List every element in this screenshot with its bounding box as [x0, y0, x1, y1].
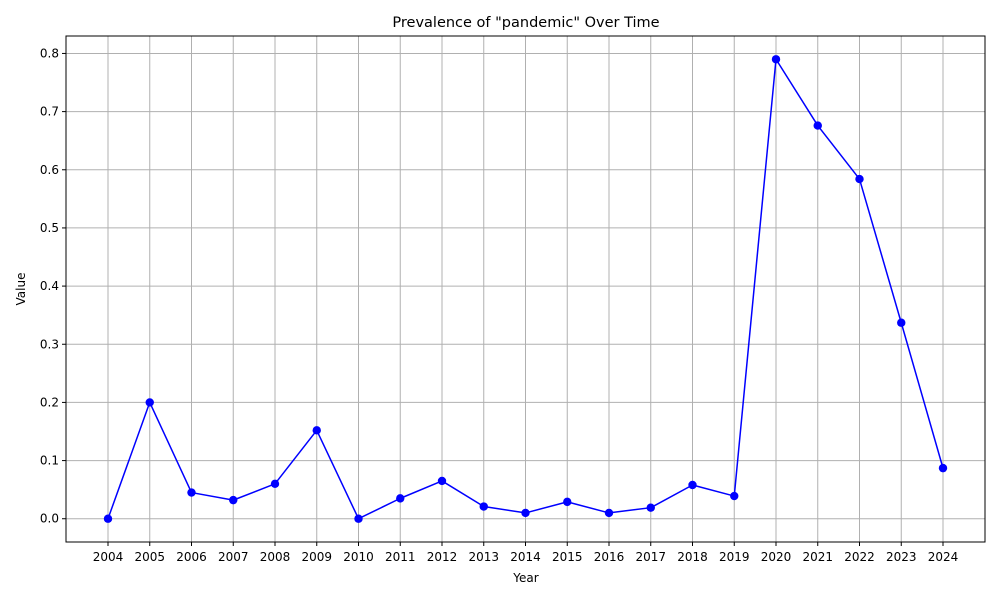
- series-layer: [103, 55, 948, 523]
- x-axis-label: Year: [512, 571, 538, 585]
- x-tick-label: 2006: [176, 550, 207, 564]
- data-point: [897, 318, 906, 327]
- x-tick-label: 2017: [635, 550, 666, 564]
- data-point: [813, 121, 822, 130]
- plot-frame: [65, 35, 986, 543]
- data-point: [270, 479, 280, 489]
- y-tick-label: 0.7: [40, 105, 59, 119]
- y-tick-label: 0.5: [40, 221, 59, 235]
- data-point: [354, 514, 363, 523]
- data-point: [646, 503, 655, 512]
- x-tick-label: 2013: [468, 550, 499, 564]
- x-tick-label: 2014: [510, 550, 541, 564]
- x-tick-label: 2011: [385, 550, 416, 564]
- x-tick-label: 2008: [260, 550, 291, 564]
- y-tick-label: 0.6: [40, 163, 59, 177]
- x-tick-label: 2004: [93, 550, 124, 564]
- x-tick-label: 2012: [427, 550, 458, 564]
- x-tick-label: 2022: [844, 550, 875, 564]
- data-point: [771, 55, 781, 64]
- data-point: [479, 502, 488, 511]
- data-point: [229, 495, 238, 505]
- data-point: [688, 480, 697, 490]
- axes: 2004 2005 2006 2007 2008 2009 2010 2011 2012 2013…: [40, 46, 958, 564]
- x-tick-label: 2020: [761, 550, 792, 564]
- x-tick-label: 2016: [594, 550, 625, 564]
- x-tick-label: 2018: [677, 550, 708, 564]
- x-tick-label: 2010: [343, 550, 374, 564]
- x-tick-label: 2009: [301, 550, 332, 564]
- x-tick-label: 2024: [928, 550, 959, 564]
- grid: [66, 36, 985, 542]
- chart-title: Prevalence of "pandemic" Over Time: [392, 15, 659, 31]
- x-tick-label: 2007: [218, 550, 249, 564]
- data-point: [187, 488, 196, 497]
- y-tick-label: 0.2: [40, 395, 59, 409]
- data-point: [604, 508, 614, 518]
- data-point: [396, 494, 405, 503]
- y-axis-label: Value: [14, 273, 28, 306]
- data-point: [855, 174, 864, 184]
- y-tick-label: 0.1: [40, 454, 59, 468]
- data-point: [145, 398, 154, 407]
- x-tick-label: 2005: [134, 550, 165, 564]
- y-tick-label: 0.3: [40, 337, 59, 351]
- data-point: [437, 476, 447, 486]
- x-tick-label: 2015: [552, 550, 583, 564]
- x-tick-label: 2019: [719, 550, 750, 564]
- data-point: [312, 426, 321, 435]
- data-point: [563, 497, 572, 507]
- data-point: [521, 508, 530, 518]
- data-point: [730, 491, 739, 501]
- y-tick-label: 0.4: [40, 279, 59, 293]
- y-tick-label: 0.0: [40, 512, 59, 526]
- y-tick-label: 0.8: [40, 46, 59, 60]
- x-tick-label: 2021: [802, 550, 833, 564]
- x-tick-label: 2023: [886, 550, 917, 564]
- data-point: [938, 463, 948, 473]
- data-point: [103, 514, 113, 523]
